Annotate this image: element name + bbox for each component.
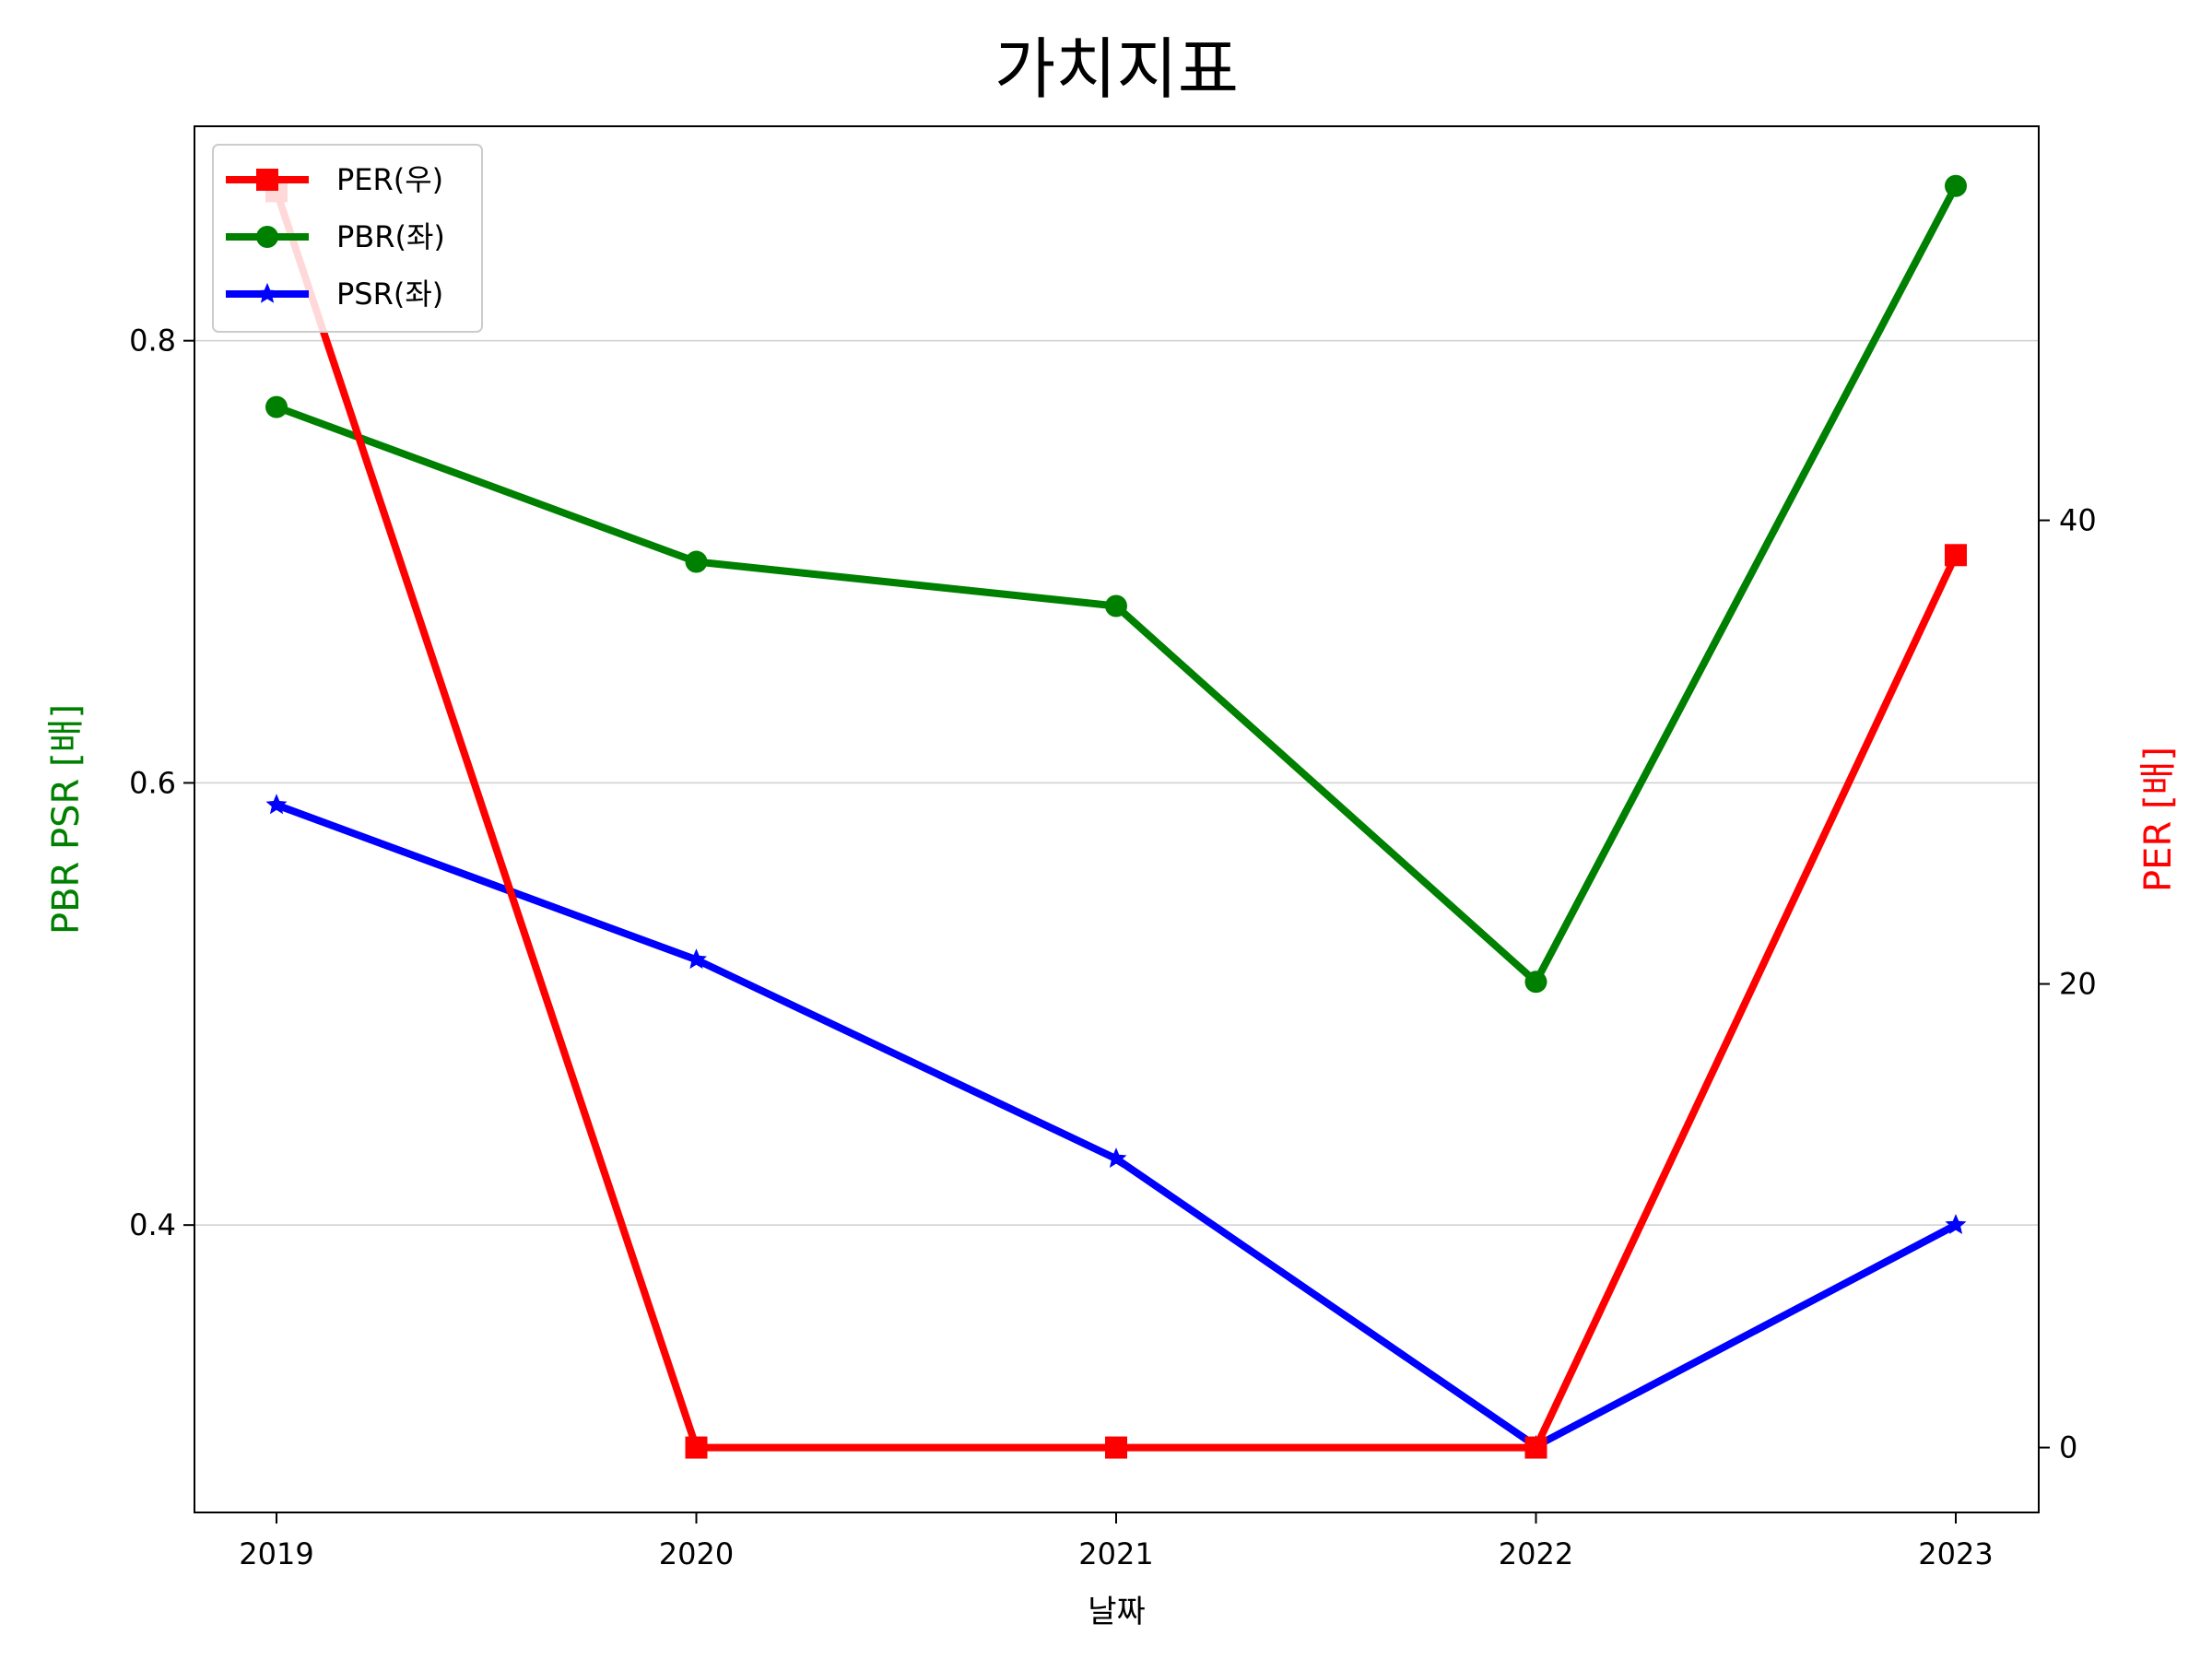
legend-marker [256, 169, 278, 191]
data-point [686, 948, 707, 970]
legend-marker [256, 226, 278, 248]
data-point [1105, 594, 1127, 618]
data-point [1105, 1147, 1127, 1168]
data-point [685, 550, 708, 573]
series-PBR(좌) [265, 174, 1967, 994]
x-tick-label: 2021 [1078, 1536, 1153, 1571]
legend-label: PBR(좌) [336, 219, 445, 254]
x-tick-label: 2022 [1499, 1536, 1573, 1571]
legend-marker [256, 282, 278, 303]
x-tick-label: 2023 [1918, 1536, 1993, 1571]
data-point [685, 1436, 708, 1459]
x-tick-label: 2020 [659, 1536, 734, 1571]
x-tick-label: 2019 [239, 1536, 313, 1571]
left-tick-label: 0.6 [129, 765, 176, 800]
right-tick-label: 40 [2059, 503, 2097, 538]
left-tick-label: 0.8 [129, 324, 176, 359]
legend: PER(우) PBR(좌) PSR(좌) [212, 144, 483, 333]
data-point [1524, 971, 1547, 994]
right-axis-title: PER [배] [2137, 747, 2180, 892]
legend-box [212, 144, 483, 333]
y-axis-right: 0 20 40 [2039, 503, 2097, 1465]
data-point [265, 395, 288, 418]
legend-item: PER(우) [226, 162, 443, 197]
x-axis: 2019 2020 2021 2022 2023 [239, 1512, 1994, 1571]
right-tick-label: 20 [2059, 967, 2097, 1002]
x-axis-title: 날짜 [1088, 1594, 1146, 1630]
data-point [265, 794, 288, 815]
chart-title: 가치지표 [994, 30, 1239, 108]
left-axis-title: PBR PSR [배] [45, 704, 88, 935]
data-point [1105, 1436, 1127, 1459]
y-axis-left: 0.4 0.6 0.8 [129, 324, 194, 1242]
gridlines [194, 339, 2039, 1226]
legend-label: PER(우) [336, 162, 443, 197]
legend-item: PBR(좌) [226, 219, 445, 254]
legend-item: PSR(좌) [226, 276, 443, 312]
data-point [1524, 1436, 1547, 1459]
data-point [1945, 544, 1967, 567]
right-tick-label: 0 [2059, 1430, 2077, 1465]
left-tick-label: 0.4 [129, 1207, 176, 1242]
data-point [1945, 174, 1967, 197]
data-point [1945, 1214, 1967, 1234]
legend-label: PSR(좌) [336, 276, 443, 312]
